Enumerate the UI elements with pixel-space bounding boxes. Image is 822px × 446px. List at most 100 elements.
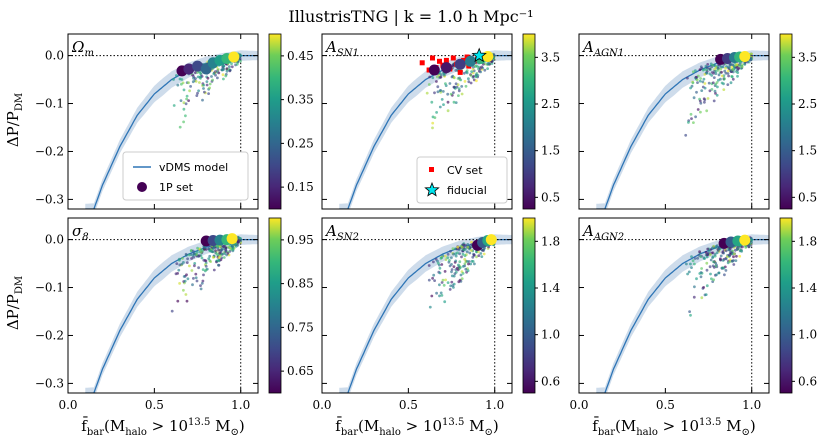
lh-point — [463, 254, 467, 258]
x-tick-label: 0.5 — [656, 398, 675, 412]
axes-frame — [67, 33, 259, 210]
lh-point — [446, 92, 450, 96]
colorbar — [268, 33, 282, 210]
lh-point — [454, 101, 458, 104]
lh-point — [437, 263, 441, 267]
lh-point — [432, 273, 436, 277]
lh-point — [217, 263, 220, 267]
lh-point — [451, 64, 454, 67]
lh-point — [216, 253, 220, 257]
lh-point — [473, 262, 476, 266]
x-tick-label: 0.0 — [312, 398, 331, 412]
lh-point — [472, 75, 475, 78]
lh-point — [477, 250, 480, 254]
lh-point — [470, 240, 473, 244]
lh-point — [440, 263, 444, 266]
lh-point — [185, 94, 189, 98]
lh-point — [183, 279, 187, 283]
lh-point — [728, 249, 732, 252]
lh-point — [686, 76, 689, 80]
lh-point — [218, 251, 222, 255]
colorbar-tick-label: 2.5 — [541, 97, 560, 111]
lh-point — [698, 99, 702, 103]
lh-point — [738, 254, 742, 258]
one-p-set-point — [440, 62, 452, 74]
lh-point — [737, 64, 741, 68]
lh-point — [230, 65, 234, 69]
colorbar-tick-label: 0.85 — [287, 277, 314, 291]
lh-point — [697, 254, 701, 257]
lh-point — [475, 79, 478, 83]
legend-1p-label: 1P set — [159, 181, 194, 194]
axes-frame — [67, 217, 259, 394]
lh-point — [703, 100, 706, 104]
lh-point — [694, 69, 697, 72]
lh-point — [717, 73, 721, 77]
lh-point — [430, 294, 434, 298]
lh-point — [701, 80, 705, 84]
lh-point — [208, 254, 212, 258]
lh-point — [730, 69, 733, 73]
lh-point — [715, 93, 719, 97]
lh-point — [238, 57, 242, 60]
lh-point — [196, 71, 200, 74]
lh-point — [201, 268, 205, 271]
lh-point — [428, 305, 432, 309]
lh-point — [749, 58, 753, 62]
lh-point — [425, 91, 429, 95]
lh-point — [471, 255, 475, 259]
lh-point — [743, 63, 747, 66]
lh-point — [732, 259, 735, 262]
lh-point — [208, 82, 212, 86]
lh-point — [176, 299, 180, 303]
lh-point — [460, 92, 464, 96]
one-p-set-point — [482, 51, 494, 62]
lh-point — [750, 241, 753, 244]
lh-point — [451, 284, 455, 287]
legend-cv-label: CV set — [447, 164, 483, 177]
lh-point — [216, 67, 220, 71]
cv-set-point — [443, 57, 449, 63]
lh-point — [191, 283, 194, 287]
lh-point — [699, 275, 703, 279]
lh-point — [209, 249, 212, 253]
lh-point — [191, 253, 195, 257]
lh-point — [450, 75, 454, 79]
lh-point — [687, 270, 691, 274]
lh-point — [718, 257, 722, 261]
lh-point — [724, 71, 728, 75]
lh-point — [469, 81, 473, 85]
lh-point — [695, 78, 699, 82]
lh-point — [461, 272, 465, 275]
lh-point — [182, 261, 185, 264]
lh-point — [708, 89, 712, 93]
panel-3: AAGN1 3.5 2.5 1.5 0.5 — [578, 33, 817, 210]
lh-point — [194, 71, 197, 74]
lh-point — [208, 86, 212, 90]
lh-point — [224, 248, 228, 252]
lh-point — [689, 86, 692, 90]
colorbar-tick-label: 0.6 — [541, 374, 560, 388]
lh-point — [463, 264, 466, 268]
lh-point — [712, 76, 716, 79]
lh-point — [710, 246, 714, 250]
lh-point — [463, 258, 467, 261]
lh-point — [711, 63, 714, 67]
lh-point — [736, 67, 740, 71]
lh-point — [199, 287, 203, 291]
lh-point — [719, 254, 723, 258]
figure-title: IllustrisTNG | k = 1.0 h Mpc⁻¹ — [288, 7, 533, 26]
lh-point — [460, 85, 464, 88]
lh-point — [725, 255, 729, 259]
lh-point — [457, 89, 461, 93]
colorbar-tick-label: 0.6 — [798, 374, 817, 388]
lh-point — [717, 271, 721, 275]
lh-point — [712, 99, 716, 103]
panel-label: ASN2 — [324, 222, 359, 243]
lh-point — [211, 78, 215, 82]
lh-point — [195, 279, 199, 283]
lh-point — [231, 245, 234, 249]
lh-point — [450, 270, 453, 274]
lh-point — [708, 72, 712, 76]
lh-point — [182, 288, 185, 292]
